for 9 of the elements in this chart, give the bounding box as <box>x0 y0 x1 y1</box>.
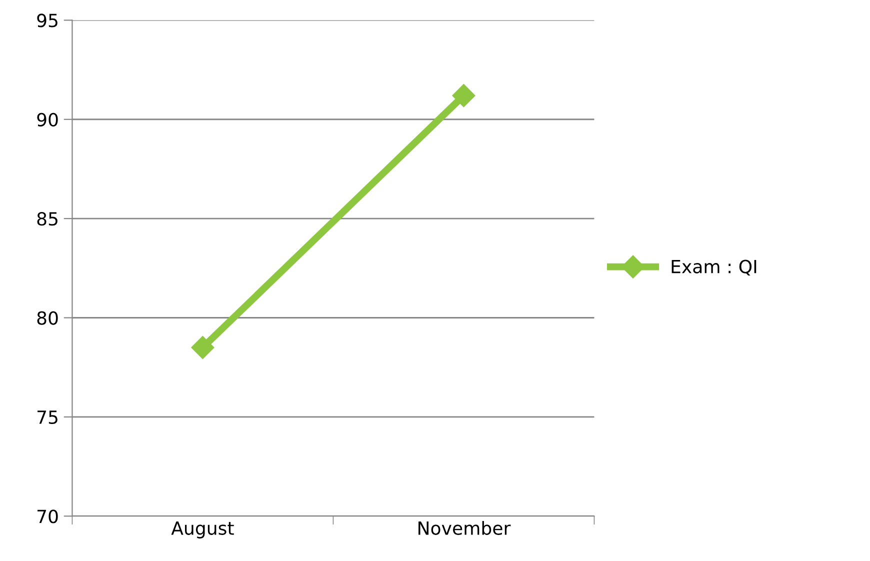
y-tick-label: 70 <box>38 510 58 524</box>
y-tick-label: 95 <box>37 14 58 28</box>
y-tick-label: 75 <box>38 410 58 424</box>
y-tick-label: 80 <box>37 311 58 325</box>
legend-label: Exam : QI <box>672 260 756 276</box>
y-tick-label: 85 <box>37 212 58 226</box>
x-tick-label: November <box>418 520 511 535</box>
y-tick-label: 90 <box>37 112 58 126</box>
x-tick-label: August <box>171 522 234 538</box>
